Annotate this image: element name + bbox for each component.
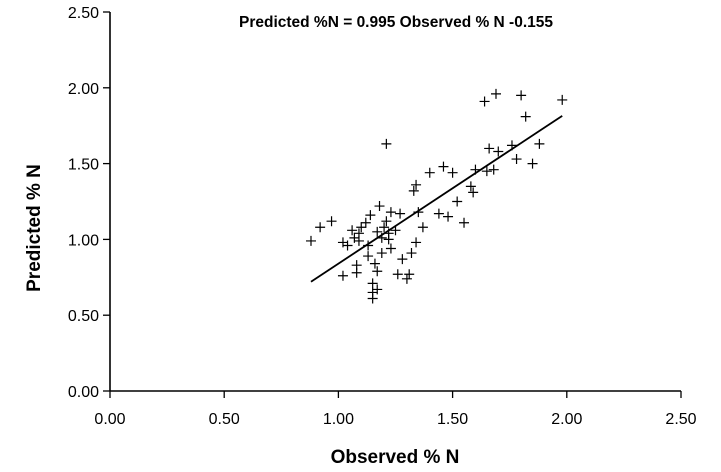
y-tick-label: 1.50 (68, 157, 99, 174)
data-point (351, 267, 362, 278)
data-point (447, 167, 458, 178)
data-point (395, 208, 406, 219)
x-tick-label: 1.00 (323, 411, 354, 428)
data-point (353, 228, 364, 239)
data-point (465, 181, 476, 192)
data-point (438, 161, 449, 172)
data-point (411, 237, 422, 248)
data-point (557, 94, 568, 105)
data-point (372, 284, 383, 295)
y-tick-label: 2.50 (68, 5, 99, 22)
data-point (401, 273, 412, 284)
data-point (527, 158, 538, 169)
x-tick-label: 1.50 (437, 411, 468, 428)
x-tick-label: 2.00 (551, 411, 582, 428)
data-point (342, 240, 353, 251)
data-point (479, 96, 490, 107)
data-point (424, 167, 435, 178)
data-point (481, 166, 492, 177)
data-point (374, 201, 385, 212)
data-point (493, 146, 504, 157)
data-point (488, 164, 499, 175)
data-point (379, 222, 390, 233)
x-tick-label: 0.50 (209, 411, 240, 428)
x-axis-title: Observed % N (331, 447, 460, 468)
data-point (385, 207, 396, 218)
data-point (520, 111, 531, 122)
data-point (367, 278, 378, 289)
data-point (372, 266, 383, 277)
data-point (360, 217, 371, 228)
data-point (404, 269, 415, 280)
regression-line-group (310, 115, 563, 283)
data-point (305, 235, 316, 246)
y-tick-label: 0.00 (68, 384, 99, 401)
data-point (534, 138, 545, 149)
data-point (385, 243, 396, 254)
data-point (411, 179, 422, 190)
data-point (326, 216, 337, 227)
axes (109, 12, 681, 392)
data-point (367, 293, 378, 304)
y-tick-label: 1.00 (68, 232, 99, 249)
data-point (392, 269, 403, 280)
data-point (381, 216, 392, 227)
data-point (516, 90, 527, 101)
x-tick-label: 0.00 (94, 411, 125, 428)
data-point (315, 222, 326, 233)
data-point (383, 234, 394, 245)
data-point (511, 154, 522, 165)
data-point (417, 222, 428, 233)
data-points (305, 88, 568, 304)
data-point (337, 270, 348, 281)
data-point (490, 88, 501, 99)
data-point (408, 185, 419, 196)
data-point (372, 226, 383, 237)
data-point (363, 251, 374, 262)
data-point (356, 222, 367, 233)
data-point (369, 258, 380, 269)
data-point (381, 138, 392, 149)
y-tick-label: 0.50 (68, 308, 99, 325)
data-point (459, 217, 470, 228)
data-point (433, 208, 444, 219)
ticks: 0.00 0.50 1.00 1.50 2.00 2.50 0.00 0.50 1.00 1.50… (68, 5, 697, 428)
data-point (365, 210, 376, 221)
y-tick-label: 2.00 (68, 81, 99, 98)
data-point (443, 211, 454, 222)
data-point (406, 248, 417, 259)
chart-title: Predicted %N = 0.995 Observed % N -0.155 (239, 14, 553, 31)
data-point (397, 254, 408, 265)
data-point (376, 248, 387, 259)
x-tick-label: 2.50 (665, 411, 696, 428)
data-point (484, 143, 495, 154)
data-point (347, 225, 358, 236)
data-point (452, 196, 463, 207)
y-axis-title: Predicted % N (24, 164, 45, 292)
regression-line (310, 115, 563, 283)
data-point (468, 187, 479, 198)
